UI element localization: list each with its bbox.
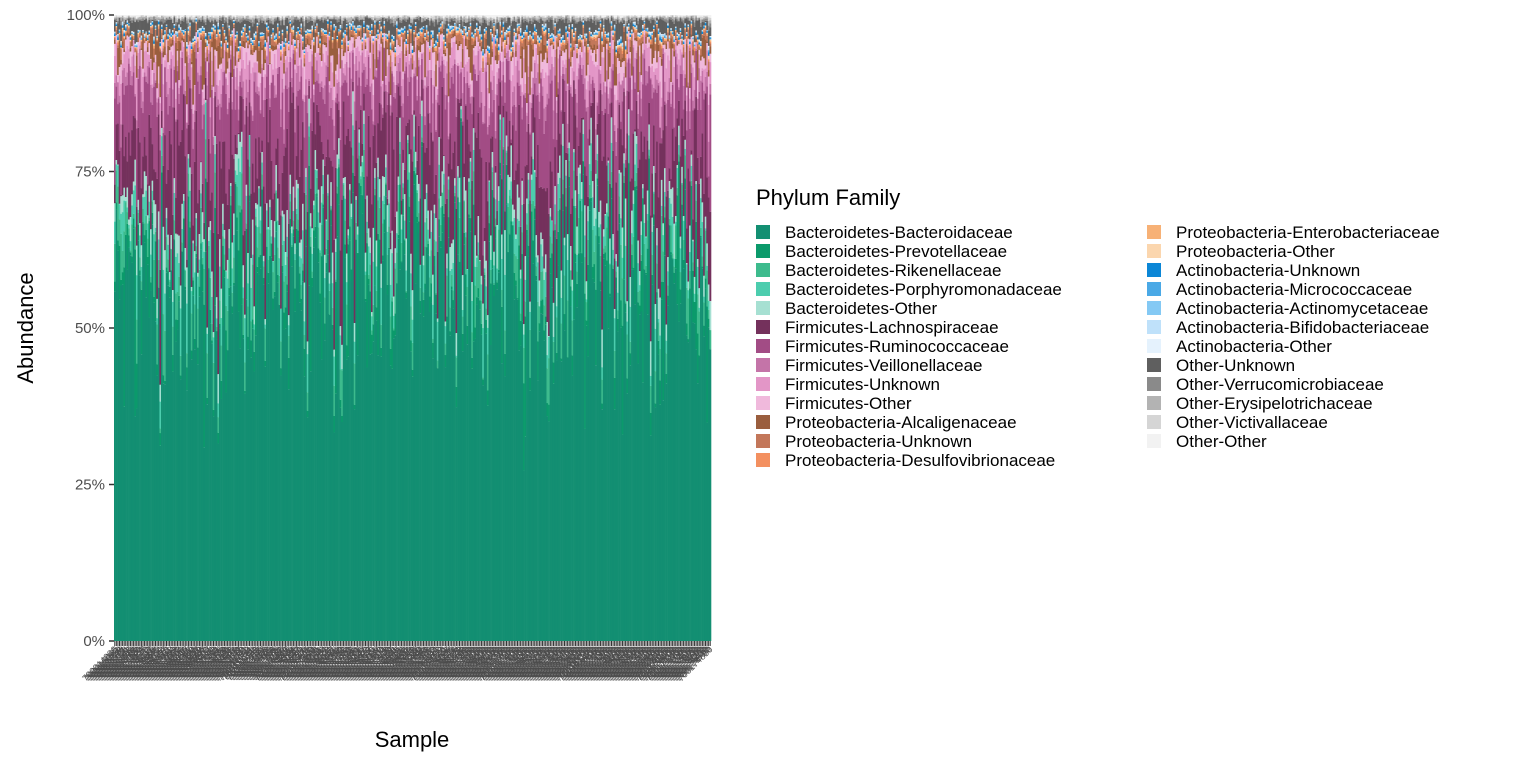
bars-group [114, 15, 711, 641]
